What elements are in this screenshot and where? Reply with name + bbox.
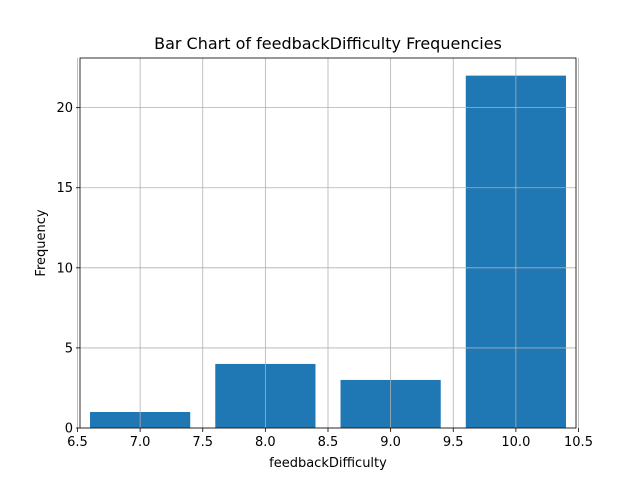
y-axis-label: Frequency [34, 209, 49, 276]
x-tick-label: 8.5 [318, 435, 339, 450]
ticks: 6.5 7.0 7.5 8.0 8.5 9.0 9.5 10.0 10.5 0 5 10 15 20 [56, 101, 593, 450]
chart-title: Bar Chart of feedbackDifficulty Frequenc… [154, 34, 502, 53]
x-tick-label: 7.5 [192, 435, 213, 450]
y-tick-label: 0 [65, 422, 73, 437]
x-tick-label: 7.0 [130, 435, 151, 450]
y-tick-label: 20 [56, 101, 73, 116]
x-tick-label: 10.0 [501, 435, 530, 450]
grid [77, 58, 579, 429]
x-tick-label: 9.5 [443, 435, 464, 450]
y-tick-label: 15 [56, 181, 73, 196]
y-tick-label: 10 [56, 261, 73, 276]
x-tick-label: 6.5 [67, 435, 88, 450]
x-axis-label: feedbackDifficulty [269, 456, 387, 471]
y-tick-label: 5 [65, 341, 73, 356]
x-tick-label: 9.0 [380, 435, 401, 450]
x-tick-label: 10.5 [564, 435, 593, 450]
x-tick-label: 8.0 [255, 435, 276, 450]
